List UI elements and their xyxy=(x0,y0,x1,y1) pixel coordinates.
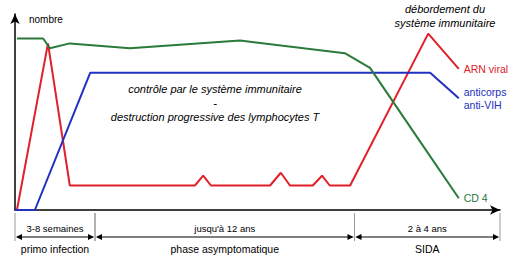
svg-text:contrôle par le système immuni: contrôle par le système immunitaire xyxy=(128,83,302,95)
svg-text:3-8 semaines: 3-8 semaines xyxy=(26,223,83,234)
svg-text:anti-VIH: anti-VIH xyxy=(464,99,502,111)
svg-text:anticorps: anticorps xyxy=(464,86,510,98)
svg-text:ARN viral: ARN viral xyxy=(464,63,508,75)
svg-text:jusqu'à 12 ans: jusqu'à 12 ans xyxy=(193,223,255,234)
svg-text:CD 4: CD 4 xyxy=(464,192,488,204)
svg-text:système immunitaire: système immunitaire xyxy=(395,17,496,29)
svg-text:phase asymptomatique: phase asymptomatique xyxy=(170,243,279,255)
svg-text:SIDA: SIDA xyxy=(415,243,440,255)
svg-text:débordement du: débordement du xyxy=(405,3,485,15)
svg-text:2 à 4 ans: 2 à 4 ans xyxy=(408,223,447,234)
svg-text:-: - xyxy=(213,97,217,109)
svg-text:nombre: nombre xyxy=(29,14,63,25)
svg-text:destruction progressive des ly: destruction progressive des lymphocytes … xyxy=(111,111,321,123)
svg-text:primo infection: primo infection xyxy=(21,243,89,255)
